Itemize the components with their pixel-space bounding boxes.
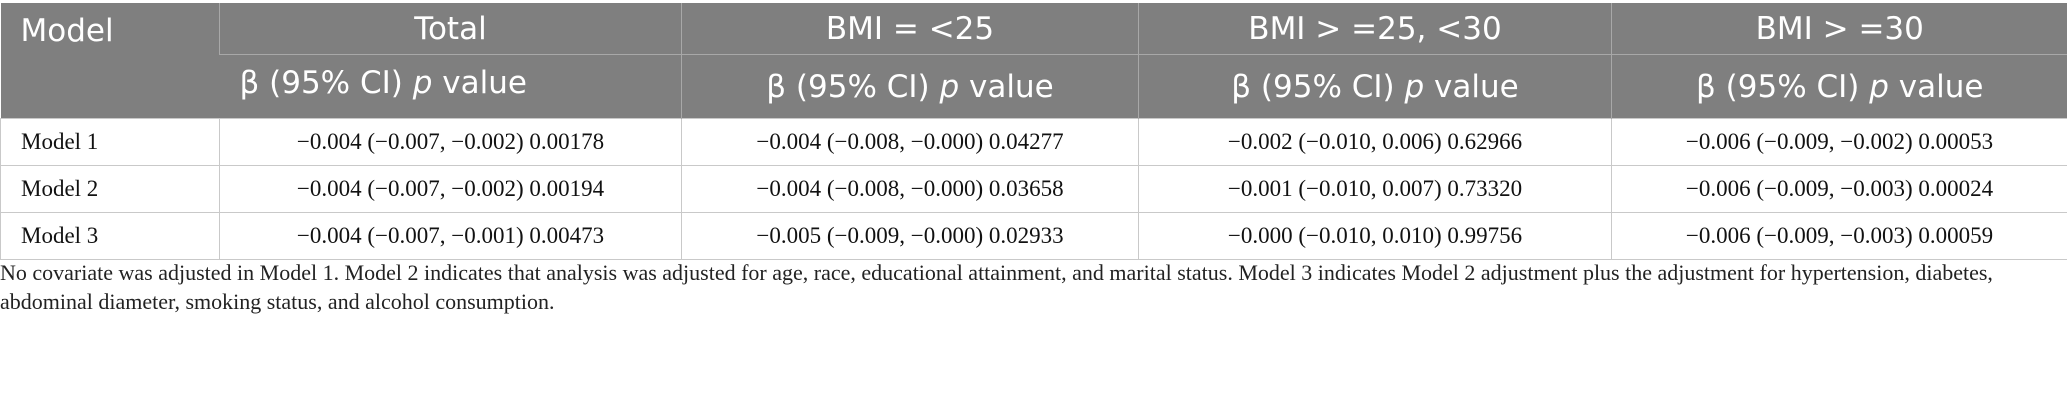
header-measure: β (95% CI) p value: [219, 54, 682, 119]
table-cell: −0.006 (−0.009, −0.003) 0.00059: [1611, 212, 2067, 260]
measure-suffix: value: [1424, 68, 1519, 105]
measure-p: p: [939, 68, 960, 105]
header-group-bmi-under-25: BMI = <25: [681, 3, 1139, 55]
measure-p: p: [412, 65, 433, 101]
table-cell: −0.004 (−0.008, −0.000) 0.04277: [681, 118, 1139, 166]
measure-prefix: β (95% CI): [239, 65, 413, 101]
table-header: Model Total BMI = <25 BMI > =25, <30 BMI…: [0, 3, 2067, 119]
header-measure: β (95% CI) p value: [1138, 54, 1612, 119]
measure-suffix: value: [1888, 68, 1984, 105]
header-group-bmi-25-30: BMI > =25, <30: [1138, 3, 1612, 55]
table-cell: −0.004 (−0.007, −0.001) 0.00473: [219, 212, 682, 260]
measure-p: p: [1404, 68, 1425, 105]
table-cell: −0.000 (−0.010, 0.010) 0.99756: [1138, 212, 1612, 260]
table-row: Model 1 −0.004 (−0.007, −0.002) 0.00178 …: [0, 118, 2067, 166]
header-measure: β (95% CI) p value: [1611, 54, 2067, 119]
table-row: Model 2 −0.004 (−0.007, −0.002) 0.00194 …: [0, 165, 2067, 213]
header-measure: β (95% CI) p value: [681, 54, 1139, 119]
table-row: Model 3 −0.004 (−0.007, −0.001) 0.00473 …: [0, 212, 2067, 260]
table-cell: −0.006 (−0.009, −0.002) 0.00053: [1611, 118, 2067, 166]
table-footnote: No covariate was adjusted in Model 1. Mo…: [0, 260, 1993, 314]
results-table: Model Total BMI = <25 BMI > =25, <30 BMI…: [0, 3, 2067, 260]
table-body: Model 1 −0.004 (−0.007, −0.002) 0.00178 …: [0, 118, 2067, 260]
measure-suffix: value: [959, 68, 1054, 105]
measure-prefix: β (95% CI): [1696, 68, 1870, 105]
row-model-label: Model 2: [0, 165, 220, 213]
header-group-bmi-over-30: BMI > =30: [1611, 3, 2067, 55]
table-cell: −0.002 (−0.010, 0.006) 0.62966: [1138, 118, 1612, 166]
header-row-measures: β (95% CI) p value β (95% CI) p value β …: [1, 54, 2067, 119]
table-cell: −0.001 (−0.010, 0.007) 0.73320: [1138, 165, 1612, 213]
table-cell: −0.006 (−0.009, −0.003) 0.00024: [1611, 165, 2067, 213]
measure-prefix: β (95% CI): [1231, 68, 1405, 105]
table-cell: −0.004 (−0.007, −0.002) 0.00178: [219, 118, 682, 166]
header-row-groups: Model Total BMI = <25 BMI > =25, <30 BMI…: [0, 3, 2067, 119]
header-group-total: Total: [219, 3, 682, 55]
table-cell: −0.004 (−0.007, −0.002) 0.00194: [219, 165, 682, 213]
measure-suffix: value: [432, 65, 527, 101]
measure-p: p: [1869, 68, 1889, 105]
table-cell: −0.005 (−0.009, −0.000) 0.02933: [681, 212, 1139, 260]
measure-prefix: β (95% CI): [766, 68, 940, 105]
row-model-label: Model 3: [0, 212, 220, 260]
header-model: Model: [0, 3, 220, 119]
row-model-label: Model 1: [0, 118, 220, 166]
table-cell: −0.004 (−0.008, −0.000) 0.03658: [681, 165, 1139, 213]
